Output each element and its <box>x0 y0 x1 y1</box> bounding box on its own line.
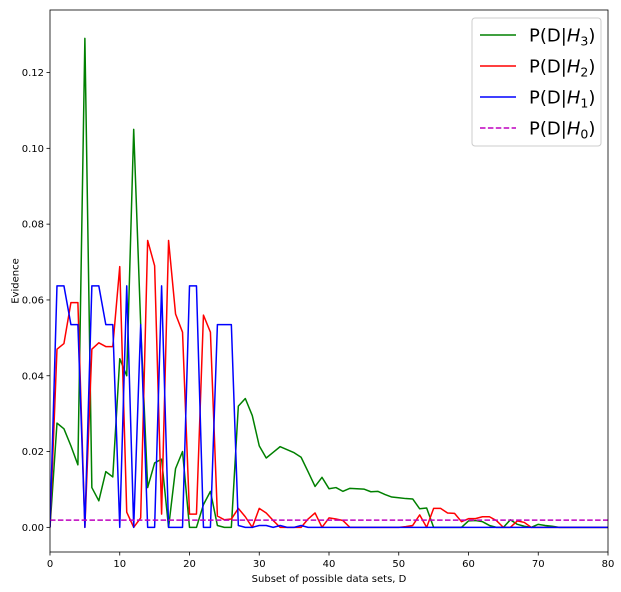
x-tick-label: 30 <box>253 559 266 570</box>
legend-box <box>471 17 602 147</box>
y-tick-label: 0.12 <box>22 68 44 79</box>
legend-label-2: P(D|H2) <box>529 57 595 80</box>
y-tick-label: 0.02 <box>22 447 44 458</box>
legend: P(D|H3) P(D|H2) P(D|H1) P(D|H0) <box>471 17 602 147</box>
y-tick-label: 0.00 <box>22 523 44 534</box>
x-tick-label: 10 <box>113 559 126 570</box>
x-tick-label: 20 <box>183 559 196 570</box>
x-axis: 0 10 20 30 40 50 60 70 80 <box>47 552 615 570</box>
series-line-1 <box>50 285 608 529</box>
y-tick-label: 0.08 <box>22 220 44 231</box>
legend-label-1: P(D|H1) <box>529 88 595 111</box>
series-line-2 <box>50 239 608 529</box>
y-tick-label: 0.10 <box>22 144 44 155</box>
y-axis: 0.00 0.02 0.04 0.06 0.08 0.10 0.12 <box>22 68 50 534</box>
x-tick-label: 80 <box>602 559 615 570</box>
x-tick-label: 0 <box>47 559 53 570</box>
y-axis-label: Evidence <box>11 258 22 304</box>
y-tick-label: 0.04 <box>22 371 44 382</box>
y-tick-label: 0.06 <box>22 295 44 306</box>
x-tick-label: 60 <box>462 559 475 570</box>
x-tick-label: 70 <box>532 559 545 570</box>
legend-label-0: P(D|H0) <box>529 119 595 142</box>
x-axis-label: Subset of possible data sets, D <box>252 574 407 585</box>
legend-label-3: P(D|H3) <box>529 26 595 49</box>
x-tick-label: 40 <box>323 559 336 570</box>
series-layer <box>50 37 608 529</box>
x-tick-label: 50 <box>392 559 405 570</box>
